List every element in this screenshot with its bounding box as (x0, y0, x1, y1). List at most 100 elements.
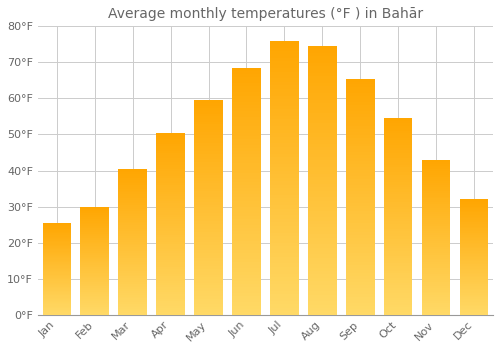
Bar (156, 146, 185, 149)
Bar (42, 255, 71, 256)
Bar (460, 306, 488, 308)
Bar (270, 215, 298, 219)
Bar (194, 121, 223, 124)
Bar (80, 206, 109, 208)
Bar (118, 207, 147, 209)
Bar (384, 202, 412, 204)
Bar (346, 253, 374, 256)
Bar (42, 258, 71, 260)
Bar (80, 273, 109, 274)
Bar (80, 225, 109, 227)
Bar (384, 140, 412, 143)
Bar (270, 280, 298, 284)
Bar (232, 201, 260, 204)
Bar (346, 138, 374, 141)
Bar (308, 177, 336, 181)
Bar (460, 280, 488, 282)
Bar (308, 53, 336, 56)
Bar (422, 181, 450, 183)
Bar (80, 261, 109, 262)
Bar (80, 270, 109, 272)
Bar (118, 211, 147, 212)
Bar (232, 160, 260, 163)
Bar (80, 300, 109, 301)
Bar (384, 128, 412, 131)
Bar (460, 238, 488, 240)
Bar (156, 148, 185, 151)
Bar (80, 282, 109, 284)
Bar (346, 96, 374, 99)
Bar (232, 92, 260, 96)
Bar (156, 310, 185, 313)
Bar (422, 169, 450, 172)
Bar (118, 244, 147, 245)
Bar (118, 169, 147, 170)
Bar (422, 163, 450, 166)
Bar (270, 171, 298, 174)
Bar (384, 263, 412, 266)
Bar (42, 294, 71, 295)
Bar (308, 244, 336, 247)
Bar (384, 135, 412, 138)
Bar (422, 251, 450, 253)
Bar (194, 240, 223, 242)
Bar (346, 164, 374, 167)
Bar (156, 171, 185, 174)
Bar (194, 226, 223, 229)
Bar (118, 273, 147, 275)
Bar (346, 102, 374, 105)
Bar (42, 306, 71, 307)
Bar (232, 185, 260, 188)
Bar (384, 175, 412, 177)
Bar (232, 259, 260, 262)
Bar (118, 238, 147, 240)
Bar (346, 279, 374, 282)
Bar (384, 206, 412, 209)
Bar (460, 209, 488, 211)
Bar (308, 288, 336, 291)
Bar (384, 158, 412, 160)
Bar (194, 299, 223, 301)
Bar (384, 118, 412, 121)
Bar (232, 253, 260, 256)
Bar (232, 231, 260, 235)
Bar (118, 253, 147, 254)
Bar (118, 196, 147, 198)
Bar (80, 248, 109, 250)
Bar (80, 236, 109, 238)
Bar (346, 265, 374, 267)
Bar (118, 214, 147, 216)
Bar (346, 132, 374, 135)
Bar (156, 222, 185, 224)
Bar (118, 284, 147, 286)
Bar (346, 185, 374, 188)
Bar (384, 143, 412, 145)
Bar (194, 301, 223, 304)
Bar (232, 151, 260, 154)
Bar (270, 239, 298, 243)
Bar (194, 164, 223, 167)
Bar (270, 188, 298, 191)
Bar (232, 83, 260, 86)
Bar (346, 300, 374, 303)
Bar (270, 291, 298, 294)
Bar (80, 223, 109, 224)
Bar (270, 284, 298, 287)
Bar (156, 306, 185, 308)
Bar (194, 229, 223, 232)
Bar (42, 277, 71, 278)
Bar (384, 258, 412, 261)
Bar (422, 305, 450, 307)
Bar (232, 120, 260, 123)
Bar (118, 174, 147, 176)
Bar (460, 287, 488, 289)
Bar (384, 180, 412, 182)
Bar (42, 311, 71, 313)
Bar (42, 269, 71, 270)
Bar (346, 120, 374, 123)
Bar (194, 285, 223, 288)
Bar (42, 248, 71, 249)
Bar (384, 261, 412, 263)
Bar (346, 149, 374, 152)
Bar (422, 268, 450, 270)
